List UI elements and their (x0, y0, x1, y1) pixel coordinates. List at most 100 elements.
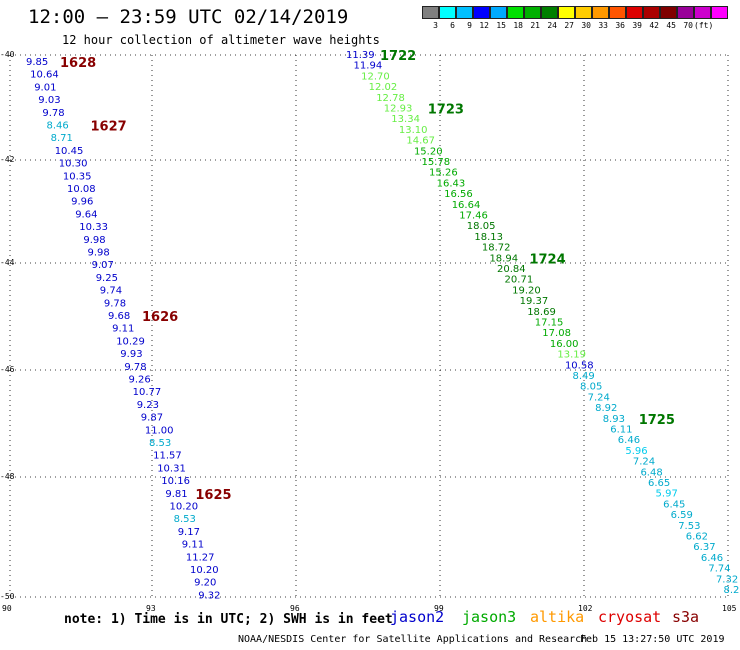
colorbar-label: 27 (564, 21, 574, 30)
wave-height-value: 12.02 (369, 82, 398, 93)
wave-height-value: 8.71 (51, 133, 73, 144)
wave-height-value: 9.78 (104, 298, 126, 309)
wave-height-value: 9.93 (120, 349, 142, 360)
colorbar-label: 21 (530, 21, 540, 30)
pass-time-label: 1723 (428, 103, 464, 118)
wave-height-value: 15.26 (429, 168, 458, 179)
latitude-label: -42 (0, 155, 15, 164)
wave-height-value: 10.20 (170, 502, 199, 513)
wave-height-value: 9.78 (124, 362, 146, 373)
wave-height-value: 16.00 (550, 339, 579, 350)
colorbar-label: 18 (513, 21, 523, 30)
wave-height-value: 8.92 (595, 403, 617, 414)
wave-height-value: 9.78 (42, 108, 64, 119)
colorbar-label: 15 (496, 21, 506, 30)
wave-height-value: 9.81 (165, 489, 187, 500)
wave-height-value: 6.62 (686, 532, 708, 543)
colorbar-label: 45 (666, 21, 676, 30)
longitude-label: 96 (290, 604, 300, 613)
colorbar-label: (ft) (694, 21, 714, 30)
wave-height-value: 9.87 (141, 413, 163, 424)
wave-height-value: 15.78 (422, 157, 451, 168)
colorbar-swatch (558, 6, 575, 19)
colorbar-swatch (456, 6, 473, 19)
longitude-label: 105 (722, 604, 737, 613)
wave-height-value: 9.68 (108, 311, 130, 322)
pass-time-label: 1625 (195, 488, 231, 503)
wave-height-value: 6.65 (648, 478, 670, 489)
wave-height-value: 6.46 (701, 553, 723, 564)
wave-height-value: 9.74 (100, 286, 122, 297)
pass-time-label: 1724 (529, 252, 565, 267)
legend-jason3: jason3 (462, 608, 517, 626)
colorbar-label: 12 (479, 21, 489, 30)
wave-height-value: 13.34 (391, 114, 420, 125)
wave-height-value: 17.15 (535, 318, 564, 329)
wave-height-value: 10.35 (63, 171, 92, 182)
pass-time-label: 1626 (142, 310, 178, 325)
longitude-label: 102 (578, 604, 593, 613)
wave-height-value: 19.37 (520, 296, 549, 307)
wave-height-value: 9.23 (137, 400, 159, 411)
wave-height-value: 9.32 (198, 590, 220, 601)
wave-height-value: 6.46 (618, 435, 640, 446)
satellite-tracks: 9.8510.649.019.039.788.468.7110.4510.301… (26, 49, 739, 601)
wave-height-value: 10.64 (30, 70, 59, 81)
colorbar-label: 70 (683, 21, 693, 30)
wave-height-value: 10.58 (565, 360, 594, 371)
colorbar-labels: 3 6 9 12 15 18 21 24 27 30 33 36 39 42 45 70 (ft) (422, 21, 714, 30)
colorbar-swatch (694, 6, 711, 19)
wave-height-value: 14.67 (406, 136, 435, 147)
pass-time-label: 1722 (380, 49, 416, 64)
wave-height-value: 8.2 (724, 585, 740, 596)
wave-height-value: 9.96 (71, 197, 93, 208)
longitude-label: 99 (434, 604, 444, 613)
colorbar-swatch (473, 6, 490, 19)
wave-height-value: 9.03 (38, 95, 60, 106)
wave-height-value: 18.72 (482, 243, 511, 254)
colorbar-label: 39 (632, 21, 642, 30)
wave-height-value: 10.08 (67, 184, 96, 195)
wave-height-value: 12.78 (376, 93, 405, 104)
wave-height-value: 10.45 (55, 146, 84, 157)
wave-height-value: 16.64 (452, 200, 481, 211)
legend-jason2: jason2 (390, 608, 445, 626)
colorbar-label: 42 (649, 21, 659, 30)
wave-height-value: 10.31 (157, 463, 186, 474)
wave-height-value: 18.05 (467, 221, 496, 232)
colorbar-swatch (524, 6, 541, 19)
wave-height-value: 9.98 (83, 235, 105, 246)
wave-height-value: 7.24 (633, 457, 655, 468)
longitude-label: 90 (2, 604, 12, 613)
wave-height-value: 9.01 (34, 82, 56, 93)
wave-height-value: 11.57 (153, 451, 182, 462)
wave-height-value: 10.77 (133, 387, 162, 398)
colorbar-swatch (609, 6, 626, 19)
wave-height-value: 18.94 (489, 253, 518, 264)
wave-height-value: 11.27 (186, 552, 215, 563)
credit-text: NOAA/NESDIS Center for Satellite Applica… (238, 634, 588, 645)
wave-height-value: 16.43 (437, 178, 466, 189)
wave-height-value: 9.98 (88, 248, 110, 259)
colorbar-swatch (541, 6, 558, 19)
legend-s3a: s3a (672, 608, 700, 626)
wave-height-value: 6.48 (640, 467, 662, 478)
wave-height-value: 10.33 (79, 222, 108, 233)
wave-height-value: 6.37 (693, 542, 715, 553)
colorbar-swatch (439, 6, 456, 19)
wave-height-value: 16.56 (444, 189, 473, 200)
latitude-label: -40 (0, 50, 15, 59)
wave-height-value: 13.19 (557, 350, 586, 361)
colorbar-swatch (490, 6, 507, 19)
wave-height-value: 9.11 (112, 324, 134, 335)
colorbar-label: 6 (450, 21, 455, 30)
wave-height-value: 9.20 (194, 578, 216, 589)
wave-height-value: 9.85 (26, 57, 48, 68)
wave-height-value: 19.20 (512, 285, 541, 296)
map-title: 12:00 — 23:59 UTC 02/14/2019 (28, 6, 349, 28)
wave-height-value: 6.59 (671, 510, 693, 521)
wave-height-value: 13.10 (399, 125, 428, 136)
colorbar-swatch (660, 6, 677, 19)
pass-time-label: 1627 (91, 120, 127, 135)
